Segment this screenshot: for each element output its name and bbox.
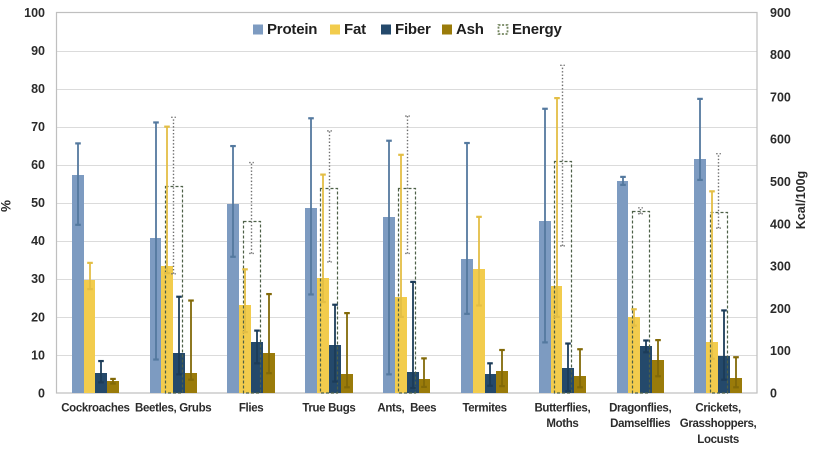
svg-text:Beetles, Grubs: Beetles, Grubs xyxy=(135,403,211,415)
svg-text:300: 300 xyxy=(770,260,791,274)
svg-text:Moths: Moths xyxy=(546,418,578,430)
svg-text:90: 90 xyxy=(31,44,45,58)
svg-text:500: 500 xyxy=(770,175,791,189)
svg-text:20: 20 xyxy=(31,310,45,324)
svg-text:Dragonflies,: Dragonflies, xyxy=(609,403,671,415)
svg-text:30: 30 xyxy=(31,272,45,286)
svg-text:Cockroaches: Cockroaches xyxy=(61,403,129,415)
svg-text:Crickets,: Crickets, xyxy=(695,403,741,415)
svg-text:800: 800 xyxy=(770,48,791,62)
svg-text:0: 0 xyxy=(770,386,777,400)
svg-text:0: 0 xyxy=(38,386,45,400)
svg-text:Ants, Bees: Ants, Bees xyxy=(377,403,436,415)
svg-text:10: 10 xyxy=(31,348,45,362)
svg-text:Energy: Energy xyxy=(512,21,563,38)
svg-text:Fat: Fat xyxy=(344,21,366,38)
svg-text:60: 60 xyxy=(31,158,45,172)
svg-text:50: 50 xyxy=(31,196,45,210)
svg-text:Locusts: Locusts xyxy=(697,434,739,446)
svg-text:Butterflies,: Butterflies, xyxy=(534,403,590,415)
svg-text:Termites: Termites xyxy=(462,403,506,415)
svg-text:True Bugs: True Bugs xyxy=(302,403,355,415)
svg-text:100: 100 xyxy=(770,344,791,358)
svg-text:100: 100 xyxy=(24,6,45,20)
svg-text:Protein: Protein xyxy=(267,21,317,38)
svg-text:Damselflies: Damselflies xyxy=(610,418,670,430)
svg-text:400: 400 xyxy=(770,217,791,231)
svg-text:700: 700 xyxy=(770,91,791,105)
svg-text:80: 80 xyxy=(31,82,45,96)
svg-text:Fiber: Fiber xyxy=(395,21,431,38)
svg-text:40: 40 xyxy=(31,234,45,248)
svg-text:900: 900 xyxy=(770,6,791,20)
svg-text:Grasshoppers,: Grasshoppers, xyxy=(680,418,757,430)
svg-text:200: 200 xyxy=(770,302,791,316)
svg-text:Ash: Ash xyxy=(456,21,484,38)
svg-text:Flies: Flies xyxy=(239,403,263,415)
svg-text:600: 600 xyxy=(770,133,791,147)
svg-text:Kcal/100g: Kcal/100g xyxy=(794,171,808,229)
svg-text:70: 70 xyxy=(31,120,45,134)
svg-text:%: % xyxy=(0,200,14,212)
